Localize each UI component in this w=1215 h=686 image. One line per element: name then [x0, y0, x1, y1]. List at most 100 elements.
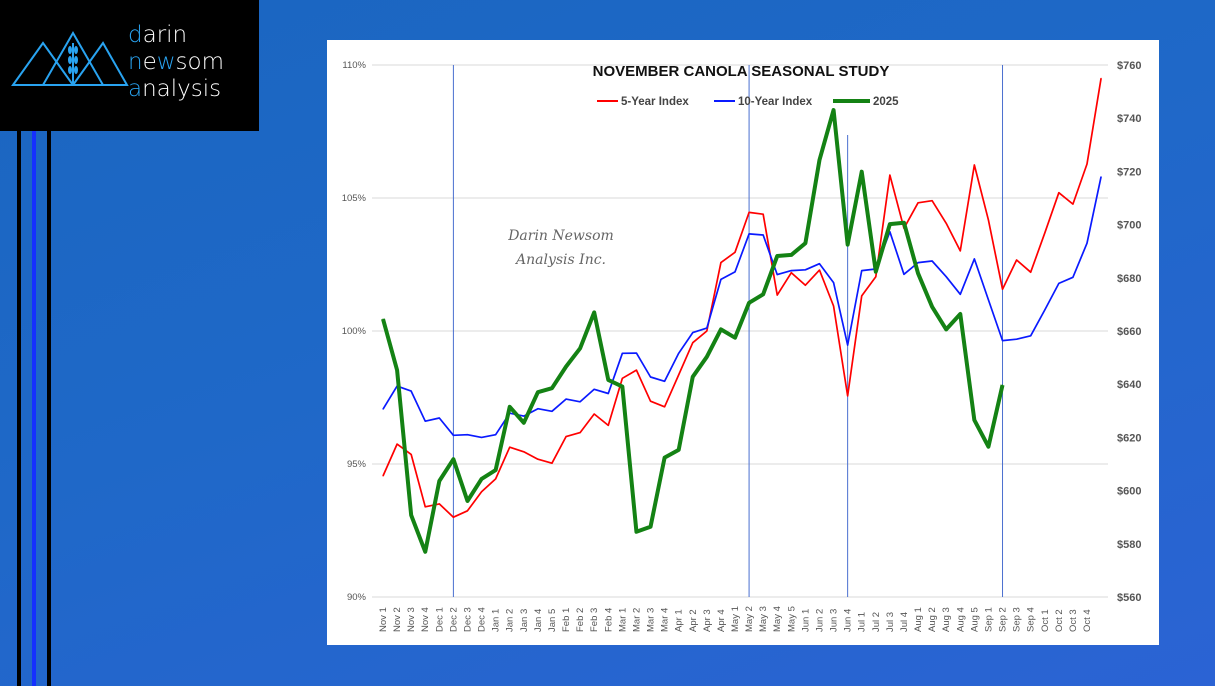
data-point: [537, 408, 539, 410]
data-point: [607, 424, 609, 426]
data-point: [495, 434, 497, 436]
legend-label-2025: 2025: [873, 96, 899, 108]
logo: darin newsom analysis: [0, 0, 259, 131]
data-point: [509, 406, 511, 408]
x-tick-label: May 1: [730, 606, 741, 632]
data-point: [579, 401, 581, 403]
data-point: [931, 200, 933, 202]
x-tick-label: Aug 2: [927, 607, 938, 632]
data-point: [931, 306, 933, 308]
data-point: [424, 551, 426, 553]
data-point: [861, 270, 863, 272]
data-point: [551, 410, 553, 412]
x-tick-label: Feb 3: [589, 608, 600, 632]
x-tick-label: Sep 2: [998, 607, 1009, 632]
data-point: [678, 374, 680, 376]
x-tick-label: Aug 1: [913, 607, 924, 632]
data-point: [650, 526, 652, 528]
x-tick-label: Feb 1: [561, 608, 572, 632]
data-point: [551, 387, 553, 389]
x-tick-label: May 2: [744, 606, 755, 632]
data-point: [959, 313, 961, 315]
data-point: [776, 274, 778, 276]
y-right-tick-label: $660: [1117, 326, 1141, 338]
legend-label-5yr: 5-Year Index: [621, 96, 689, 108]
data-point: [410, 453, 412, 455]
data-point: [720, 278, 722, 280]
data-point: [748, 302, 750, 304]
data-point: [537, 391, 539, 393]
data-point: [804, 242, 806, 244]
x-tick-label: Dec 4: [477, 607, 488, 632]
data-point: [635, 352, 637, 354]
data-point: [593, 311, 595, 313]
data-point: [804, 284, 806, 286]
y-left-tick-label: 90%: [347, 592, 367, 603]
data-point: [621, 377, 623, 379]
y-right-tick-label: $720: [1117, 166, 1141, 178]
x-tick-label: Mar 1: [617, 608, 628, 632]
x-tick-label: Oct 3: [1068, 609, 1079, 632]
legend: 5-Year Index 10-Year Index 2025: [597, 96, 899, 108]
x-tick-label: Mar 3: [646, 608, 657, 632]
data-point: [551, 462, 553, 464]
data-point: [847, 244, 849, 246]
x-tick-label: Nov 3: [406, 607, 417, 632]
data-point: [452, 516, 454, 518]
data-point: [804, 269, 806, 271]
data-point: [987, 219, 989, 221]
data-point: [748, 233, 750, 235]
data-point: [396, 443, 398, 445]
data-point: [1058, 192, 1060, 194]
data-point: [847, 395, 849, 397]
y-left-tick-label: 110%: [342, 60, 366, 71]
data-point: [818, 263, 820, 265]
data-point: [1002, 340, 1004, 342]
data-point: [396, 369, 398, 371]
data-point: [466, 500, 468, 502]
data-point: [692, 332, 694, 334]
data-point: [678, 449, 680, 451]
data-point: [593, 413, 595, 415]
data-point: [917, 262, 919, 264]
data-point: [664, 380, 666, 382]
x-tick-label: Jul 4: [899, 612, 910, 632]
data-point: [410, 390, 412, 392]
x-tick-label: Jun 4: [843, 609, 854, 632]
data-point: [748, 211, 750, 213]
x-tick-label: Jan 3: [519, 609, 530, 632]
x-tick-label: Jan 1: [491, 609, 502, 632]
x-tick-label: Jan 2: [505, 609, 516, 632]
y-right-tick-label: $600: [1117, 486, 1141, 498]
data-point: [635, 531, 637, 533]
y-right-tick-label: $620: [1117, 432, 1141, 444]
data-point: [565, 436, 567, 438]
data-point: [579, 347, 581, 349]
data-point: [650, 376, 652, 378]
x-tick-label: Nov 4: [420, 607, 431, 632]
y-right-tick-label: $580: [1117, 539, 1141, 551]
data-point: [776, 255, 778, 257]
data-point: [523, 415, 525, 417]
data-point: [903, 222, 905, 224]
decorative-bar: [47, 131, 51, 686]
x-tick-label: Sep 4: [1026, 607, 1037, 632]
data-point: [734, 251, 736, 253]
data-point: [917, 272, 919, 274]
chart-title: NOVEMBER CANOLA SEASONAL STUDY: [593, 63, 890, 80]
y-left-tick-label: 100%: [342, 326, 367, 337]
data-point: [776, 294, 778, 296]
x-tick-label: Sep 1: [983, 607, 994, 632]
data-point: [1016, 338, 1018, 340]
x-tick-label: Mar 2: [631, 608, 642, 632]
data-point: [1100, 77, 1102, 79]
x-tick-label: Aug 3: [941, 607, 952, 632]
watermark-line-2: Analysis Inc.: [514, 252, 606, 268]
data-point: [917, 202, 919, 204]
x-tick-label: Nov 1: [378, 607, 389, 632]
x-tick-label: Oct 4: [1082, 609, 1093, 632]
data-point: [424, 506, 426, 508]
data-point: [537, 458, 539, 460]
x-tick-label: Jan 5: [547, 609, 558, 632]
y-left-tick-label: 95%: [347, 459, 367, 470]
